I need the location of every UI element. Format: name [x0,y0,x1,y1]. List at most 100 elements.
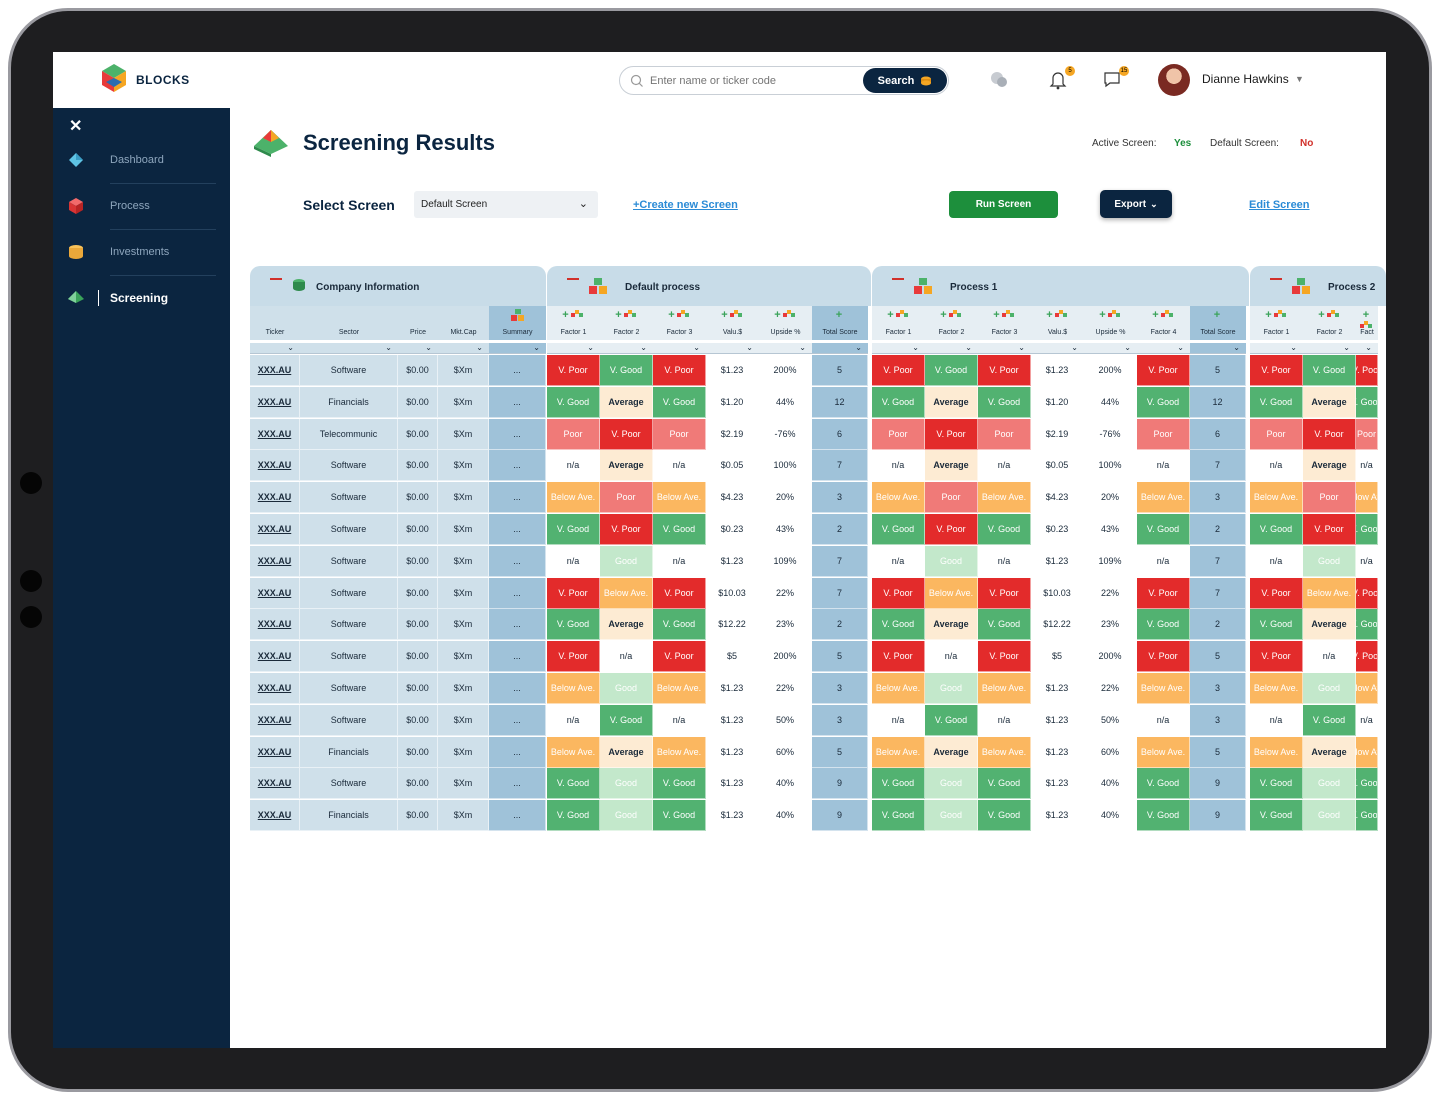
close-sidebar-icon[interactable]: ✕ [69,118,83,135]
column-header[interactable]: + Factor 2 [600,306,653,340]
ticker-link[interactable]: XXX.AU [257,746,292,757]
factor-blocks-icon[interactable]: + [925,309,978,321]
column-header[interactable]: + Total Score [1190,306,1246,340]
table-cell[interactable]: XXX.AU [250,355,300,386]
column-header[interactable]: + Factor 3 [978,306,1031,340]
column-header[interactable]: + Factor 1 [547,306,600,340]
table-cell[interactable]: ... [489,641,546,673]
table-cell[interactable]: XXX.AU [250,673,300,704]
factor-blocks-icon[interactable]: + [978,309,1031,321]
ticker-link[interactable]: XXX.AU [257,428,292,439]
factor-blocks-icon[interactable]: + [1303,309,1356,321]
factor-blocks-icon[interactable]: + [706,309,759,321]
column-filter-chevron-icon[interactable]: ⌄ [547,343,600,354]
column-filter-chevron-icon[interactable]: ⌄ [1137,343,1190,354]
column-filter-chevron-icon[interactable]: ⌄ [1190,343,1246,354]
table-cell[interactable]: XXX.AU [250,386,300,418]
column-filter-chevron-icon[interactable]: ⌄ [250,343,300,354]
ticker-link[interactable]: XXX.AU [257,714,292,725]
table-cell[interactable]: ... [489,450,546,482]
factor-blocks-icon[interactable]: + [1084,309,1137,321]
ticker-link[interactable]: XXX.AU [257,810,292,821]
table-cell[interactable]: ... [489,577,546,609]
table-cell[interactable]: ... [489,768,546,800]
table-cell[interactable]: ... [489,355,546,386]
messages-icon[interactable]: 15 [1103,66,1129,92]
column-filter-chevron-icon[interactable]: ⌄ [1303,343,1356,354]
add-factor-icon[interactable]: + [1213,309,1221,321]
table-cell[interactable]: XXX.AU [250,418,300,450]
table-cell[interactable]: ... [489,673,546,704]
table-cell[interactable]: ... [489,482,546,514]
brand-logo[interactable]: BLOCKS [96,62,190,98]
column-filter-chevron-icon[interactable]: ⌄ [1250,343,1303,354]
ticker-link[interactable]: XXX.AU [257,555,292,566]
column-filter-chevron-icon[interactable]: ⌄ [1356,343,1378,354]
column-header[interactable]: + Factor 1 [872,306,925,340]
column-header[interactable]: + Factor 4 [1137,306,1190,340]
factor-blocks-icon[interactable]: + [1356,309,1378,331]
user-avatar[interactable] [1158,64,1190,96]
collapse-group-icon[interactable] [892,278,904,280]
factor-blocks-icon[interactable]: + [600,309,653,321]
sidebar-item-investments[interactable]: Investments [53,229,230,275]
ticker-link[interactable]: XXX.AU [257,524,292,534]
ticker-link[interactable]: XXX.AU [257,683,292,693]
column-filter-chevron-icon[interactable]: ⌄ [925,343,978,354]
table-cell[interactable]: XXX.AU [250,514,300,545]
column-header[interactable]: + Factor 3 [653,306,706,340]
column-header[interactable]: Mkt.Cap [438,306,489,340]
column-header[interactable]: Sector [300,306,398,340]
column-header[interactable]: + Total Score [812,306,868,340]
collapse-group-icon[interactable] [567,278,579,280]
table-cell[interactable]: ... [489,736,546,768]
table-cell[interactable]: XXX.AU [250,577,300,609]
factor-blocks-icon[interactable]: + [653,309,706,321]
factor-blocks-icon[interactable] [489,309,546,323]
column-header[interactable]: + Factor 2 [1303,306,1356,340]
column-filter-chevron-icon[interactable]: ⌄ [1084,343,1137,354]
sidebar-item-screening[interactable]: Screening [53,275,230,321]
column-filter-chevron-icon[interactable]: ⌄ [600,343,653,354]
column-header[interactable]: + Upside % [1084,306,1137,340]
user-menu-caret-icon[interactable]: ▼ [1295,74,1304,84]
factor-blocks-icon[interactable]: + [1250,309,1303,321]
column-filter-chevron-icon[interactable]: ⌄ [1031,343,1084,354]
table-cell[interactable]: XXX.AU [250,482,300,514]
column-filter-chevron-icon[interactable]: ⌄ [398,343,438,354]
add-factor-icon[interactable]: + [835,309,843,321]
edit-screen-link[interactable]: Edit Screen [1249,199,1310,211]
table-cell[interactable]: XXX.AU [250,800,300,832]
ticker-link[interactable]: XXX.AU [257,396,292,407]
column-header[interactable]: + Factor 1 [1250,306,1303,340]
table-cell[interactable]: XXX.AU [250,545,300,577]
column-filter-chevron-icon[interactable]: ⌄ [759,343,812,354]
column-header[interactable]: Price [398,306,438,340]
search-bar[interactable]: Search [619,66,949,95]
column-filter-chevron-icon[interactable]: ⌄ [706,343,759,354]
table-cell[interactable]: ... [489,800,546,832]
column-filter-chevron-icon[interactable]: ⌄ [872,343,925,354]
ticker-link[interactable]: XXX.AU [257,460,292,471]
table-cell[interactable]: XXX.AU [250,704,300,736]
column-header[interactable]: + Fact [1356,306,1378,340]
column-filter-chevron-icon[interactable]: ⌄ [653,343,706,354]
column-filter-chevron-icon[interactable]: ⌄ [300,343,398,354]
user-name[interactable]: Dianne Hawkins [1202,72,1289,86]
create-screen-link[interactable]: +Create new Screen [633,199,738,211]
table-cell[interactable]: ... [489,386,546,418]
column-header[interactable]: + Factor 2 [925,306,978,340]
table-cell[interactable]: ... [489,514,546,545]
collapse-group-icon[interactable] [270,278,282,280]
search-input[interactable] [650,74,850,87]
collapse-group-icon[interactable] [1270,278,1282,280]
ticker-link[interactable]: XXX.AU [257,365,292,375]
factor-blocks-icon[interactable]: + [1031,309,1084,321]
table-cell[interactable]: ... [489,609,546,641]
factor-blocks-icon[interactable]: + [759,309,812,321]
ticker-link[interactable]: XXX.AU [257,492,292,503]
column-filter-chevron-icon[interactable]: ⌄ [812,343,868,354]
column-header[interactable]: + Upside % [759,306,812,340]
table-cell[interactable]: ... [489,418,546,450]
column-header[interactable]: + Valu.$ [706,306,759,340]
